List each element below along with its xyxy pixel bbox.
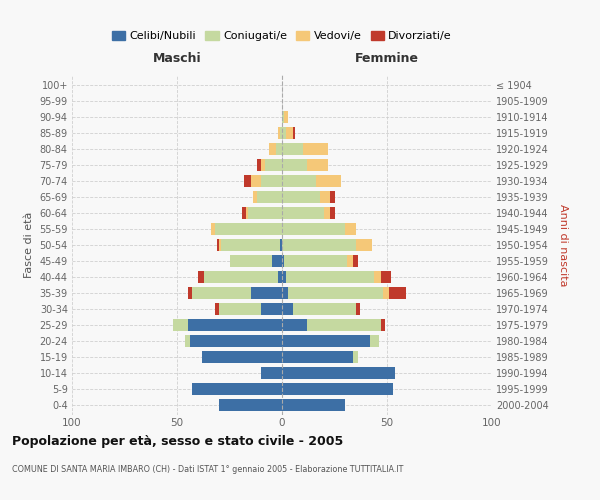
Bar xyxy=(293,126,295,138)
Bar xyxy=(257,191,282,203)
Text: Popolazione per età, sesso e stato civile - 2005: Popolazione per età, sesso e stato civil… xyxy=(12,435,343,448)
Bar xyxy=(278,271,282,283)
Bar xyxy=(261,175,282,187)
Bar xyxy=(324,207,331,219)
Bar xyxy=(282,126,286,138)
Bar xyxy=(265,159,282,171)
Bar xyxy=(282,271,286,283)
Bar xyxy=(282,287,289,299)
Bar xyxy=(282,207,324,219)
Bar xyxy=(261,368,282,380)
Bar xyxy=(331,207,335,219)
Bar xyxy=(282,384,394,396)
Bar xyxy=(244,175,251,187)
Bar xyxy=(355,239,372,251)
Bar xyxy=(316,175,341,187)
Bar xyxy=(307,159,328,171)
Bar xyxy=(381,271,391,283)
Y-axis label: Fasce di età: Fasce di età xyxy=(24,212,34,278)
Bar xyxy=(248,207,282,219)
Bar xyxy=(242,207,247,219)
Bar xyxy=(282,335,370,347)
Bar xyxy=(253,191,257,203)
Bar xyxy=(282,255,284,267)
Bar xyxy=(271,255,282,267)
Bar xyxy=(370,335,379,347)
Bar xyxy=(261,303,282,315)
Bar xyxy=(282,191,320,203)
Text: COMUNE DI SANTA MARIA IMBARO (CH) - Dati ISTAT 1° gennaio 2005 - Elaborazione TU: COMUNE DI SANTA MARIA IMBARO (CH) - Dati… xyxy=(12,465,403,474)
Bar xyxy=(284,255,347,267)
Bar xyxy=(280,126,282,138)
Bar xyxy=(347,255,353,267)
Bar xyxy=(221,239,280,251)
Bar xyxy=(282,303,293,315)
Bar xyxy=(247,207,248,219)
Bar xyxy=(282,143,303,155)
Bar xyxy=(192,384,282,396)
Text: Femmine: Femmine xyxy=(355,52,419,66)
Bar xyxy=(217,239,219,251)
Bar xyxy=(211,223,215,235)
Bar xyxy=(257,159,261,171)
Bar xyxy=(282,239,355,251)
Bar xyxy=(229,255,271,267)
Bar xyxy=(286,271,374,283)
Bar xyxy=(278,126,280,138)
Bar xyxy=(353,351,358,364)
Bar xyxy=(355,303,360,315)
Bar xyxy=(282,159,307,171)
Bar xyxy=(204,271,278,283)
Bar xyxy=(261,159,265,171)
Bar xyxy=(331,191,335,203)
Bar xyxy=(282,175,316,187)
Bar xyxy=(282,368,395,380)
Bar xyxy=(282,400,345,411)
Bar xyxy=(173,319,187,331)
Bar xyxy=(293,303,355,315)
Bar xyxy=(219,239,221,251)
Bar xyxy=(320,191,331,203)
Bar xyxy=(187,319,282,331)
Bar xyxy=(345,223,355,235)
Bar xyxy=(202,351,282,364)
Bar xyxy=(389,287,406,299)
Bar xyxy=(185,335,190,347)
Bar xyxy=(289,287,383,299)
Bar xyxy=(282,351,353,364)
Bar xyxy=(251,175,261,187)
Bar xyxy=(282,319,307,331)
Bar xyxy=(276,143,282,155)
Bar xyxy=(307,319,381,331)
Bar xyxy=(215,223,282,235)
Bar xyxy=(269,143,276,155)
Bar xyxy=(353,255,358,267)
Bar xyxy=(282,223,345,235)
Bar xyxy=(190,335,282,347)
Legend: Celibi/Nubili, Coniugati/e, Vedovi/e, Divorziati/e: Celibi/Nubili, Coniugati/e, Vedovi/e, Di… xyxy=(107,26,457,46)
Text: Maschi: Maschi xyxy=(152,52,202,66)
Bar xyxy=(215,303,219,315)
Bar xyxy=(383,287,389,299)
Bar xyxy=(284,110,289,122)
Bar xyxy=(282,110,284,122)
Bar xyxy=(219,400,282,411)
Bar xyxy=(374,271,381,283)
Y-axis label: Anni di nascita: Anni di nascita xyxy=(559,204,568,286)
Bar xyxy=(381,319,385,331)
Bar xyxy=(198,271,204,283)
Bar xyxy=(303,143,328,155)
Bar xyxy=(286,126,293,138)
Bar xyxy=(219,303,261,315)
Bar xyxy=(188,287,192,299)
Bar xyxy=(280,239,282,251)
Bar xyxy=(192,287,251,299)
Bar xyxy=(251,287,282,299)
